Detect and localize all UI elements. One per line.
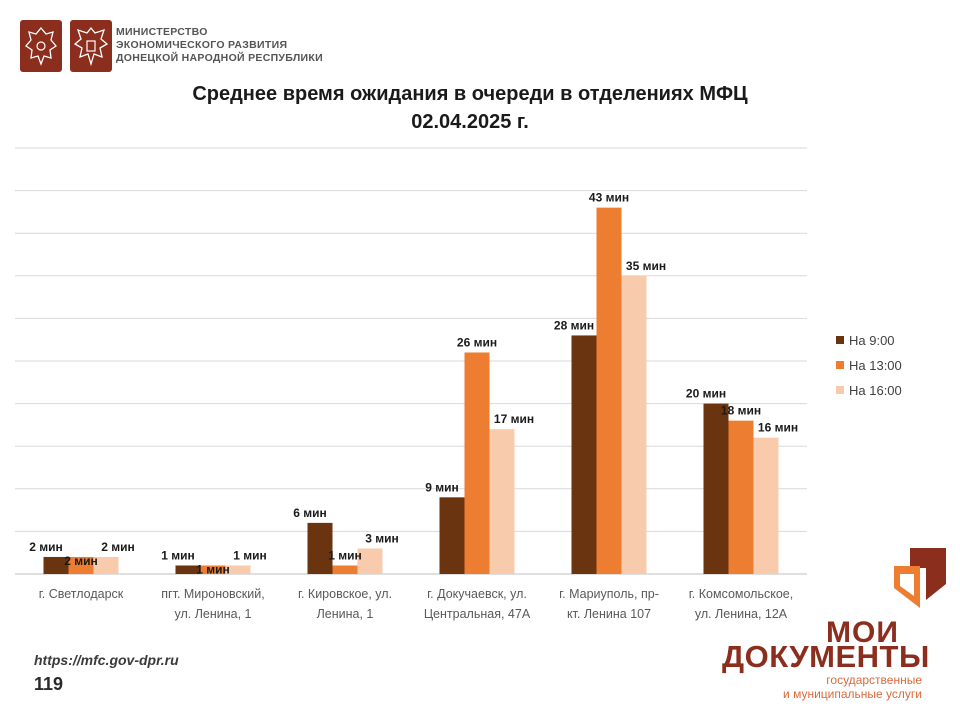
bar [621, 275, 647, 574]
bar [357, 548, 383, 574]
bar [332, 565, 358, 574]
data-label: 2 мин [101, 540, 135, 554]
category-label: г. Светлодарск [39, 587, 124, 601]
data-label: 26 мин [457, 335, 497, 349]
chart-title: Среднее время ожидания в очереди в отдел… [192, 83, 748, 105]
category-label: Центральная, 47А [424, 607, 531, 621]
legend-entry: На 9:00 [849, 333, 895, 348]
coat-of-arms-russia-icon [20, 20, 62, 72]
data-label: 1 мин [196, 562, 230, 576]
data-label: 3 мин [365, 531, 399, 545]
bar [489, 429, 515, 574]
data-label: 16 мин [758, 421, 798, 435]
logo-text-moi: МОИ [826, 616, 899, 649]
data-label: 43 мин [589, 191, 629, 205]
legend-entry: На 13:00 [849, 358, 902, 373]
data-label: 1 мин [328, 548, 362, 562]
data-label: 17 мин [494, 412, 534, 426]
bar [175, 565, 201, 574]
moi-dokumenty-logo-icon [894, 548, 946, 608]
ministry-line: МИНИСТЕРСТВО [116, 26, 208, 38]
category-label: ул. Ленина, 12А [695, 607, 788, 621]
bar [93, 556, 119, 574]
chart-title-block: Среднее время ожидания в очереди в отдел… [120, 80, 820, 136]
data-label: 1 мин [161, 548, 195, 562]
category-label: г. Докучаевск, ул. [427, 587, 527, 601]
coat-of-arms-dpr-icon [70, 20, 112, 72]
logo-subtitle-line: и муниципальные услуги [783, 687, 922, 701]
bar [225, 565, 251, 574]
data-label: 2 мин [64, 554, 98, 568]
bar [43, 556, 69, 574]
category-label: г. Кировское, ул. [298, 587, 392, 601]
ministry-name: МИНИСТЕРСТВО ЭКОНОМИЧЕСКОГО РАЗВИТИЯ ДОН… [116, 26, 376, 65]
data-label: 28 мин [554, 318, 594, 332]
ministry-line: ДОНЕЦКОЙ НАРОДНОЙ РЕСПУБЛИКИ [116, 52, 323, 64]
legend-swatch [836, 361, 844, 369]
bar [571, 335, 597, 574]
data-label: 35 мин [626, 259, 666, 273]
category-label: г. Мариуполь, пр- [559, 587, 659, 601]
ministry-line: ЭКОНОМИЧЕСКОГО РАЗВИТИЯ [116, 39, 288, 51]
category-label: ул. Ленина, 1 [174, 607, 251, 621]
category-label: Ленина, 1 [317, 607, 374, 621]
category-label: г. Комсомольское, [689, 587, 793, 601]
data-label: 2 мин [29, 540, 63, 554]
data-label: 1 мин [233, 548, 267, 562]
bar [596, 207, 622, 574]
bar [68, 556, 94, 574]
category-label: пгт. Мироновский, [161, 587, 264, 601]
bar [464, 352, 490, 574]
bar [753, 437, 779, 574]
legend-entry: На 16:00 [849, 383, 902, 398]
logo-text-dokumenty: ДОКУМЕНТЫ [722, 639, 930, 674]
data-label: 9 мин [425, 480, 459, 494]
bar [703, 403, 729, 574]
legend-swatch [836, 336, 844, 344]
data-label: 18 мин [721, 404, 761, 418]
chart-subtitle: 02.04.2025 г. [411, 111, 529, 133]
bar [200, 565, 226, 574]
category-label: кт. Ленина 107 [567, 607, 651, 621]
logo-subtitle: государственные и муниципальные услуги [760, 673, 922, 701]
website-url[interactable]: https://mfc.gov-dpr.ru [34, 652, 179, 668]
bar [307, 522, 333, 574]
legend-swatch [836, 386, 844, 394]
logo-subtitle-line: государственные [826, 673, 922, 687]
bar [439, 497, 465, 574]
page-number: 119 [34, 674, 64, 694]
bar [728, 420, 754, 574]
data-label: 6 мин [293, 506, 327, 520]
data-label: 20 мин [686, 387, 726, 401]
